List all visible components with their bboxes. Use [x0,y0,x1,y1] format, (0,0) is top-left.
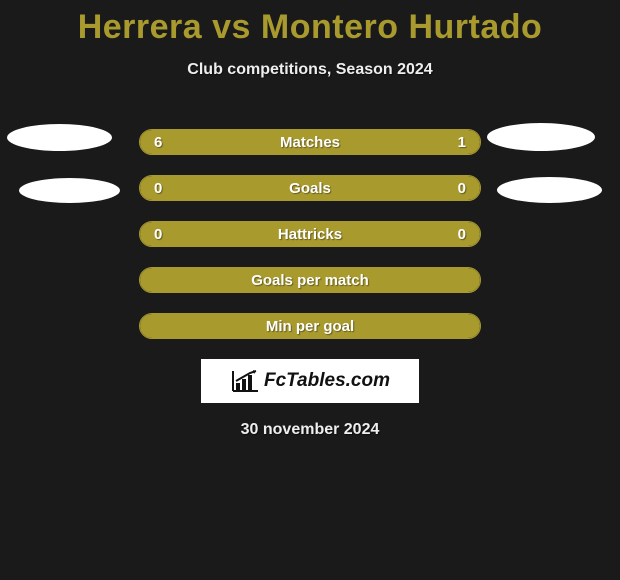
brand-box: FcTables.com [201,359,419,403]
page-subtitle: Club competitions, Season 2024 [0,61,620,79]
stat-label: Goals [190,180,430,197]
player-left-ellipse-1 [7,124,112,151]
stat-value-left: 6 [140,134,190,151]
stat-value-right: 0 [430,226,480,243]
player-right-ellipse-1 [487,123,595,151]
brand-text: FcTables.com [264,370,390,392]
brand-chart-icon [230,369,260,393]
stat-label: Min per goal [190,318,430,335]
page-title: Herrera vs Montero Hurtado [0,0,620,47]
stat-label: Goals per match [190,272,430,289]
stat-value-left: 0 [140,226,190,243]
stat-value-right: 1 [430,134,480,151]
stat-row: 6Matches1 [139,129,481,155]
date-text: 30 november 2024 [0,421,620,439]
stat-value-right: 0 [430,180,480,197]
stat-row: Min per goal [139,313,481,339]
stat-row: 0Goals0 [139,175,481,201]
stat-value-left: 0 [140,180,190,197]
stat-label: Hattricks [190,226,430,243]
stat-label: Matches [190,134,430,151]
player-right-ellipse-2 [497,177,602,203]
stat-row: 0Hattricks0 [139,221,481,247]
stats-container: 6Matches10Goals00Hattricks0Goals per mat… [139,129,481,339]
player-left-ellipse-2 [19,178,120,203]
stat-row: Goals per match [139,267,481,293]
